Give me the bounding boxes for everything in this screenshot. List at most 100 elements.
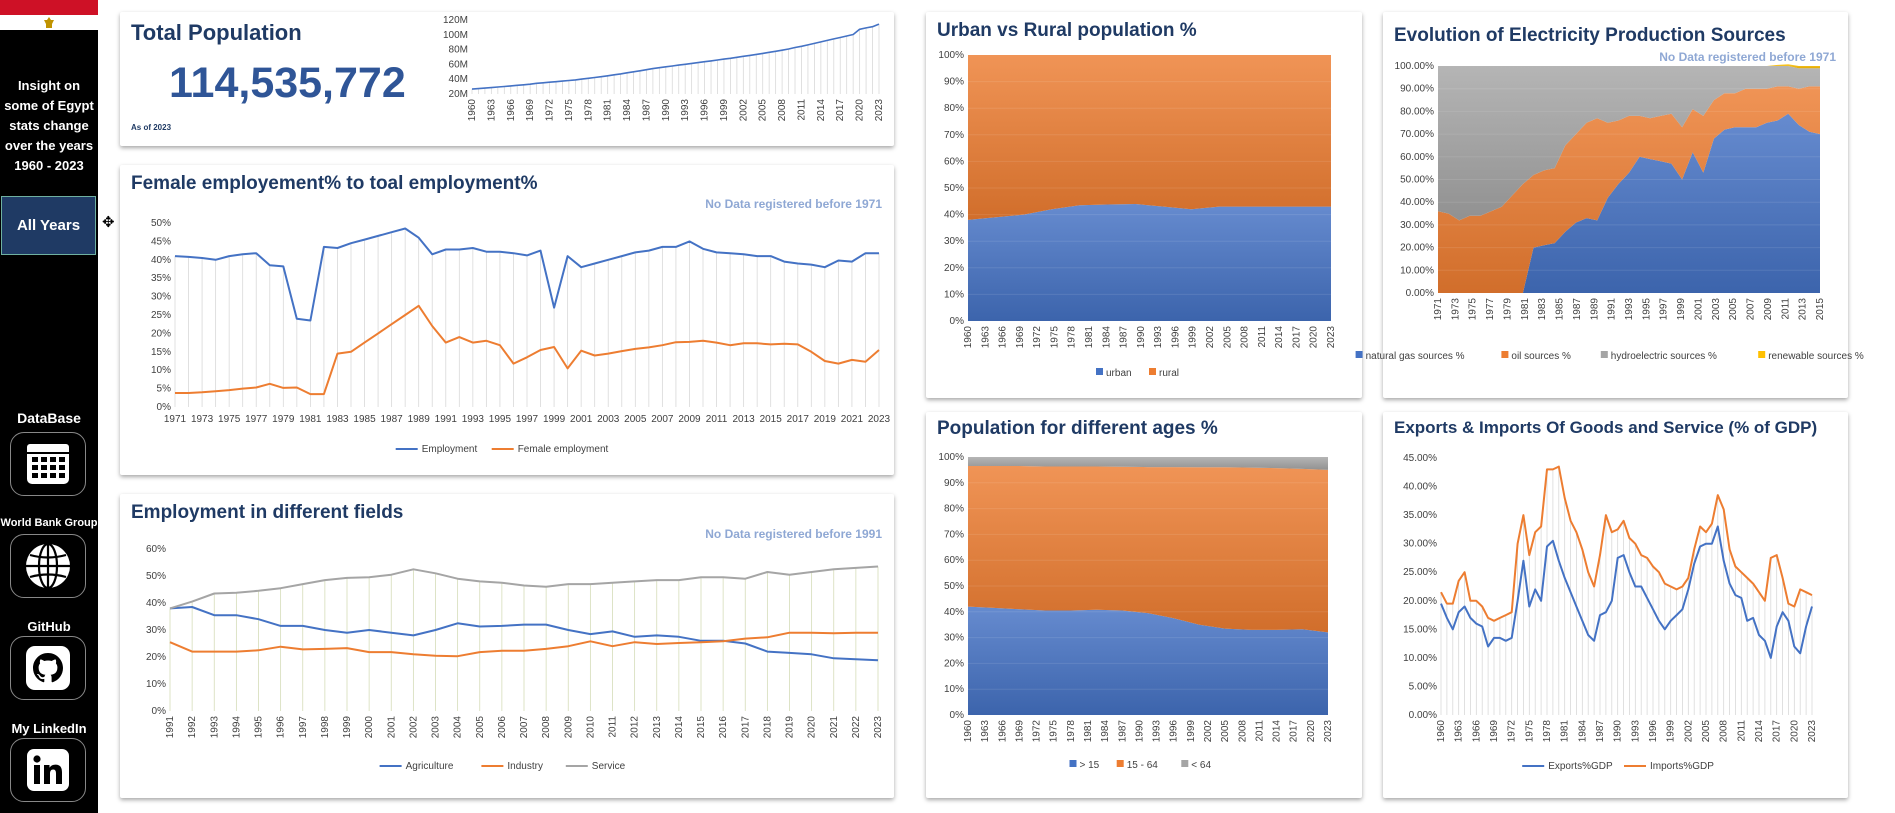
github-label: GitHub	[27, 619, 71, 634]
x-tick-label: 1960	[1436, 720, 1447, 743]
x-tick-label: 2011	[1257, 326, 1268, 348]
card-employment-fields: Employment in different fields No Data r…	[120, 494, 894, 798]
sidebar: Insight on some of Egypt stats change ov…	[0, 0, 98, 813]
linkedin-label: My LinkedIn	[11, 721, 87, 736]
github-link[interactable]	[10, 636, 86, 700]
legend-label: Industry	[507, 761, 543, 772]
world-bank-label: World Bank Group	[0, 517, 98, 529]
all-years-button[interactable]: All Years	[1, 196, 96, 255]
x-tick-label: 1999	[543, 414, 566, 425]
x-tick-label: 2003	[431, 716, 442, 739]
x-tick-label: 1999	[1188, 326, 1199, 349]
legend-label: urban	[1106, 368, 1132, 379]
electricity-sources-area-chart: 0.00% 10.00% 20.00% 30.00% 40.00% 50.00% 60.00…	[1355, 61, 1864, 362]
y-tick-label: 50%	[146, 571, 166, 582]
x-tick-label: 1990	[1136, 326, 1147, 349]
legend-swatch	[1149, 368, 1156, 375]
y-tick-label: 10.00%	[1403, 653, 1437, 664]
x-tick-label: 2016	[718, 716, 729, 739]
y-tick-label: 10%	[944, 289, 964, 300]
x-tick-label: 2005	[758, 99, 769, 122]
x-tick-label: 1963	[980, 326, 991, 349]
x-tick-label: 2015	[696, 716, 707, 739]
x-tick-label: 1960	[963, 326, 974, 349]
x-tick-label: 1985	[353, 414, 376, 425]
legend-swatch	[1600, 351, 1608, 358]
x-tick-label: 2021	[829, 716, 840, 739]
x-tick-label: 1979	[1502, 298, 1513, 321]
area-natural-gas-sources-	[1438, 113, 1820, 293]
y-tick-label: 40%	[151, 255, 171, 266]
x-tick-label: 1977	[245, 414, 268, 425]
y-tick-label: 60%	[146, 544, 166, 555]
legend-label: > 15	[1080, 760, 1100, 771]
x-tick-label: 2002	[1683, 720, 1694, 743]
y-tick-label: 30.00%	[1403, 539, 1437, 550]
y-tick-label: 45%	[151, 236, 171, 247]
legend-label: Agriculture	[406, 761, 454, 772]
x-tick-label: 2005	[1222, 326, 1233, 349]
x-tick-label: 1996	[1170, 326, 1181, 349]
legend-swatch	[1116, 760, 1124, 767]
y-tick-label: 20M	[449, 89, 468, 100]
x-tick-label: 2005	[1220, 720, 1231, 743]
legend-label: Service	[592, 761, 626, 772]
y-tick-label: 80.00%	[1400, 106, 1434, 117]
x-tick-label: 2005	[1728, 298, 1739, 321]
x-tick-label: 1993	[1624, 298, 1635, 321]
card-electricity: Evolution of Electricity Production Sour…	[1355, 12, 1864, 398]
y-tick-label: 20.00%	[1403, 596, 1437, 607]
x-tick-label: 2011	[1780, 298, 1791, 320]
x-tick-label: 1971	[1433, 298, 1444, 321]
x-tick-label: 1978	[1542, 720, 1553, 743]
y-tick-label: 15%	[151, 347, 171, 358]
x-tick-label: 1981	[1083, 720, 1094, 743]
x-tick-label: 2011	[796, 99, 807, 121]
x-tick-label: 2007	[651, 414, 674, 425]
card-female-employment: Female employement% to toal employment% …	[120, 165, 894, 475]
electricity-no-data-note: No Data registered before 1971	[1659, 50, 1836, 64]
x-tick-label: 1992	[187, 716, 198, 739]
legend-label: natural gas sources %	[1366, 351, 1465, 362]
legend-label: hydroelectric sources %	[1611, 351, 1717, 362]
x-tick-label: 2004	[453, 716, 464, 739]
x-tick-label: 1987	[1595, 720, 1606, 743]
x-tick-label: 1990	[1134, 720, 1145, 743]
series-line	[169, 631, 878, 658]
exports-imports-line-chart: 0.00% 5.00% 10.00% 15.00% 20.00% 25.00% 30.00%…	[1403, 453, 1818, 772]
x-tick-label: 2008	[1719, 720, 1730, 743]
x-tick-label: 1978	[1067, 326, 1078, 349]
linkedin-icon	[27, 749, 69, 791]
legend-swatch	[1181, 760, 1189, 767]
x-tick-label: 1999	[1666, 720, 1677, 743]
x-tick-label: 2005	[475, 716, 486, 739]
x-tick-label: 2006	[497, 716, 508, 739]
linkedin-link[interactable]	[10, 738, 86, 802]
y-tick-label: 10%	[944, 684, 964, 695]
x-tick-label: 1991	[1607, 298, 1618, 321]
legend-label: renewable sources %	[1768, 351, 1864, 362]
x-tick-label: 2020	[1306, 720, 1317, 743]
world-bank-link[interactable]	[10, 534, 86, 598]
area-hydroelectric-sources-	[1438, 66, 1820, 221]
y-tick-label: 0%	[152, 706, 167, 717]
x-tick-label: 1984	[1100, 720, 1111, 743]
x-tick-label: 1972	[545, 99, 556, 122]
x-tick-label: 1966	[506, 99, 517, 122]
database-label: DataBase	[17, 410, 81, 426]
y-tick-label: 5%	[157, 384, 172, 395]
database-link[interactable]	[10, 432, 86, 496]
x-tick-label: 2013	[652, 716, 663, 739]
x-tick-label: 2005	[624, 414, 647, 425]
y-tick-label: 120M	[443, 15, 468, 26]
y-tick-label: 30%	[944, 236, 964, 247]
series-line	[175, 304, 880, 396]
x-tick-label: 1991	[435, 414, 458, 425]
x-tick-label: 2017	[835, 99, 846, 122]
x-tick-label: 1963	[980, 720, 991, 743]
y-tick-label: 5.00%	[1409, 681, 1437, 692]
y-tick-label: 30%	[944, 633, 964, 644]
y-tick-label: 0%	[157, 402, 172, 413]
x-tick-label: 1975	[1049, 326, 1060, 349]
x-tick-label: 1966	[998, 326, 1009, 349]
